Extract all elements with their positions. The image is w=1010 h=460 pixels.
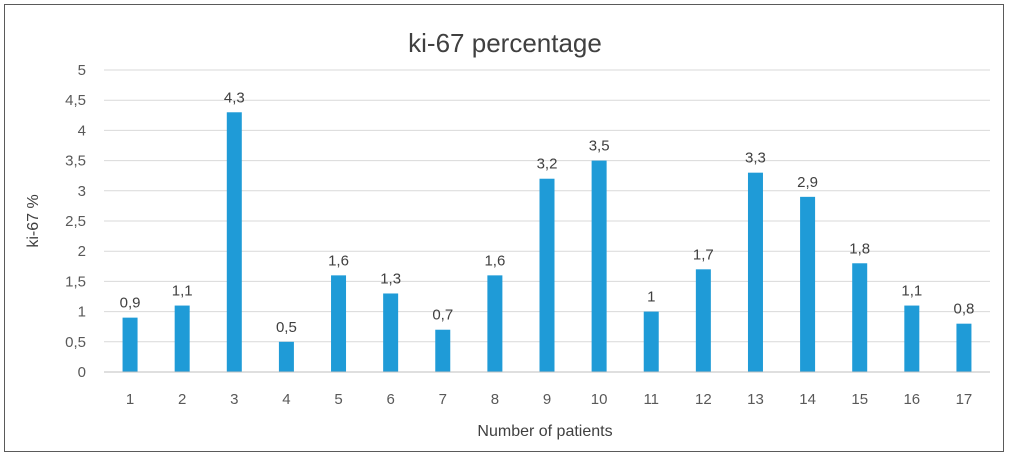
bar	[643, 311, 659, 372]
data-label: 1,6	[328, 252, 349, 269]
y-tick-label: 3	[78, 183, 86, 200]
y-tick-label: 2	[78, 243, 86, 260]
x-tick-label: 7	[439, 391, 447, 408]
x-tick-label: 15	[851, 391, 868, 408]
x-tick-label: 8	[491, 391, 499, 408]
bar	[695, 269, 711, 372]
data-label: 1	[647, 289, 655, 306]
data-label: 3,2	[537, 156, 558, 173]
data-label: 0,7	[432, 307, 453, 324]
y-tick-label: 3,5	[65, 153, 86, 170]
x-axis-title: Number of patients	[477, 423, 612, 440]
x-tick-label: 12	[695, 391, 712, 408]
y-tick-label: 4	[78, 122, 86, 139]
x-tick-label: 5	[334, 391, 342, 408]
y-tick-label: 0	[78, 364, 86, 381]
x-tick-label: 17	[956, 391, 973, 408]
y-tick-label: 5	[78, 62, 86, 79]
bar	[747, 172, 763, 372]
y-tick-label: 2,5	[65, 213, 86, 230]
bar	[122, 317, 138, 372]
data-label: 1,3	[380, 270, 401, 287]
data-label: 0,5	[276, 319, 297, 336]
bar	[956, 323, 972, 372]
data-label: 2,9	[797, 174, 818, 191]
bar	[278, 341, 294, 372]
chart-frame	[4, 4, 1004, 452]
x-tick-label: 1	[126, 391, 134, 408]
y-axis-title: ki-67 %	[25, 194, 42, 247]
bar	[852, 263, 868, 372]
x-tick-label: 6	[386, 391, 394, 408]
data-label: 4,3	[224, 89, 245, 106]
data-label: 1,8	[849, 240, 870, 257]
data-label: 0,9	[120, 295, 141, 312]
x-tick-label: 10	[591, 391, 608, 408]
data-label: 3,3	[745, 150, 766, 167]
bar	[174, 305, 190, 372]
x-tick-label: 9	[543, 391, 551, 408]
bar	[591, 160, 607, 372]
bars	[122, 112, 972, 372]
bar	[487, 275, 503, 372]
chart-title: ki-67 percentage	[408, 28, 602, 58]
y-tick-label: 1,5	[65, 273, 86, 290]
bar	[331, 275, 347, 372]
y-tick-label: 4,5	[65, 92, 86, 109]
x-axis-ticks: 1 2 3 4 5 6 7 8 9 10 11 12 13 14 15 16 17	[126, 391, 972, 408]
x-tick-label: 3	[230, 391, 238, 408]
x-tick-label: 16	[903, 391, 920, 408]
gridlines	[104, 69, 990, 343]
data-label: 3,5	[589, 138, 610, 155]
x-tick-label: 14	[799, 391, 816, 408]
bar	[904, 305, 920, 372]
data-label: 1,1	[172, 283, 193, 300]
x-tick-label: 11	[643, 391, 659, 408]
data-labels: 0,9 1,1 4,3 0,5 1,6 1,3 0,7 1,6 3,2 3,5 1 1,7 3,3 2,9…	[120, 89, 975, 336]
x-tick-label: 4	[282, 391, 290, 408]
bar	[226, 112, 242, 372]
y-tick-label: 1	[78, 304, 86, 321]
bar	[800, 196, 816, 372]
x-tick-label: 13	[747, 391, 764, 408]
data-label: 1,7	[693, 246, 714, 263]
y-axis-ticks: 0 0,5 1 1,5 2 2,5 3 3,5 4 4,5 5	[65, 62, 86, 381]
data-label: 1,1	[901, 283, 922, 300]
y-tick-label: 0,5	[65, 334, 86, 351]
bar	[383, 293, 399, 372]
bar	[435, 329, 451, 372]
data-label: 1,6	[484, 252, 505, 269]
data-label: 0,8	[954, 301, 975, 318]
x-tick-label: 2	[178, 391, 186, 408]
bar	[539, 178, 555, 372]
